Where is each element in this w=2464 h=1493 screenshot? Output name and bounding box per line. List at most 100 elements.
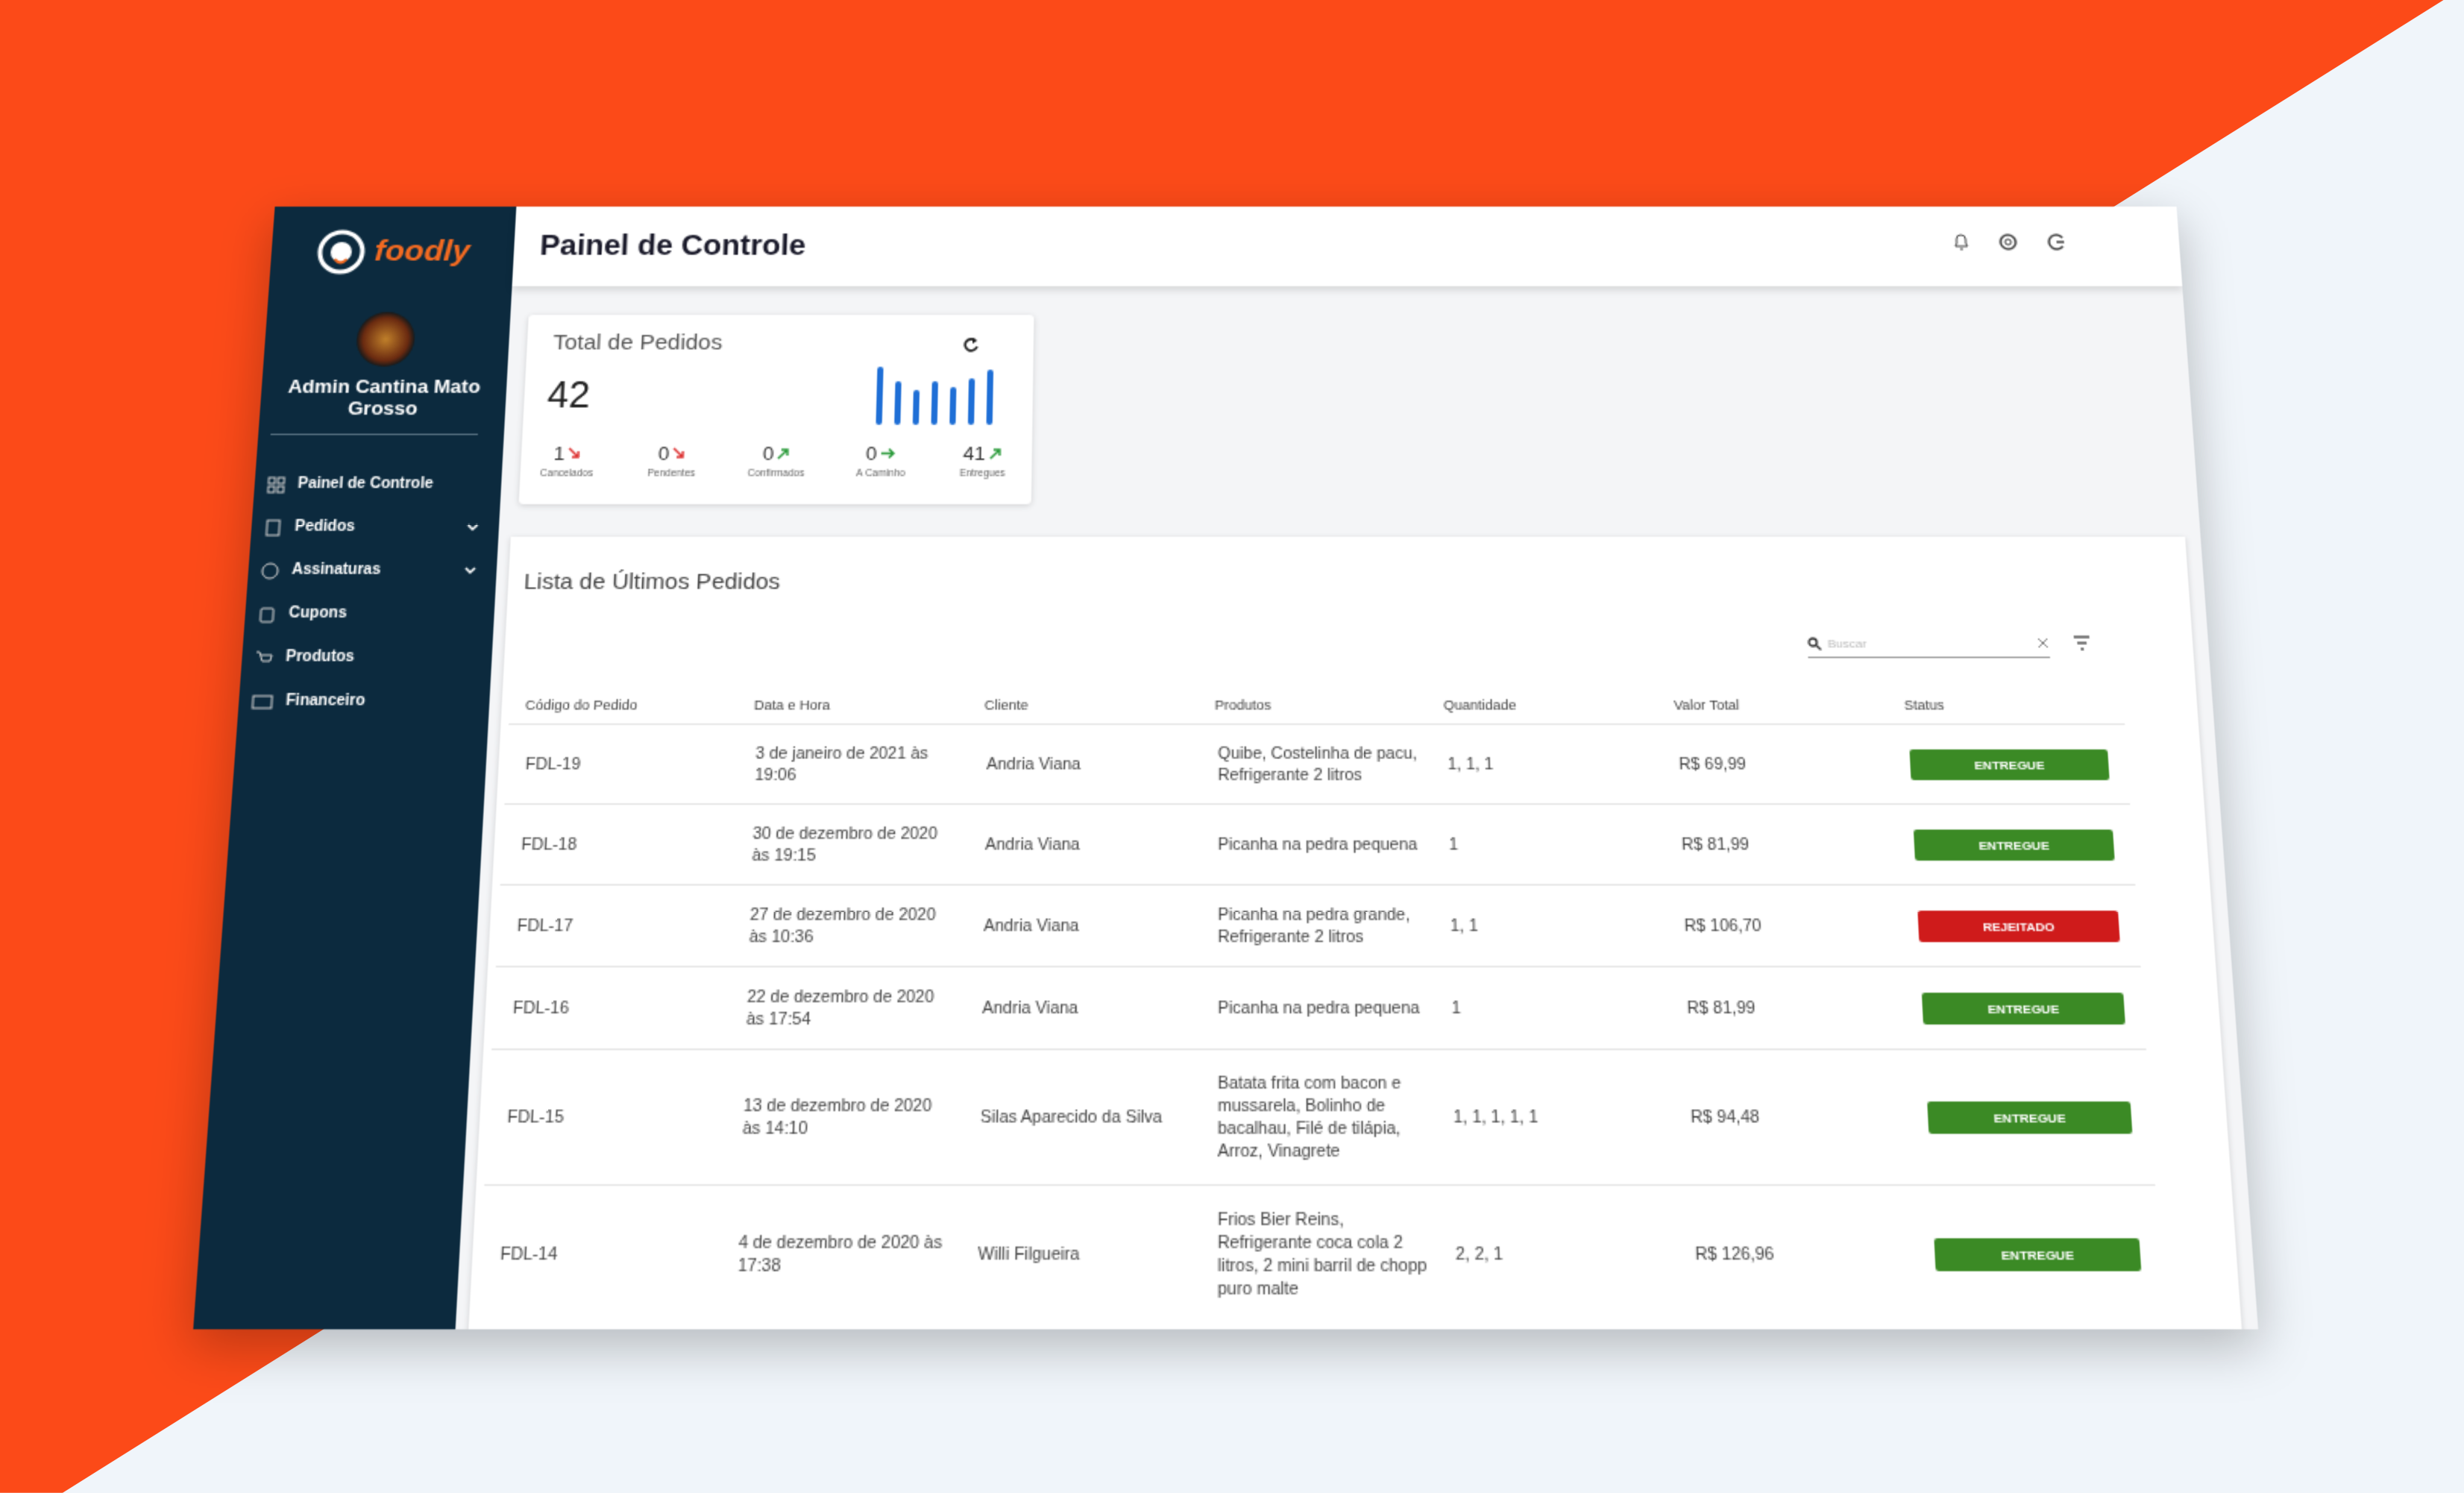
table-cell: R$ 81,99	[1686, 999, 1756, 1019]
table-cell: 1	[1451, 999, 1462, 1019]
stat-label: Cancelados	[539, 468, 594, 480]
table-cell: 4 de dezembro de 2020 às 17:38	[737, 1233, 943, 1277]
user-name: Admin Cantina Mato Grosso	[287, 375, 481, 419]
nav-label: Pedidos	[294, 518, 356, 535]
table-cell: Andria Viana	[981, 999, 1078, 1019]
table-cell: R$ 81,99	[1681, 835, 1750, 855]
table-cell: Willi Filgueira	[978, 1245, 1080, 1265]
stat-value: 0	[865, 442, 878, 465]
sidebar: foodly Admin Cantina Mato Grosso Painel …	[193, 207, 517, 1330]
table-cell: 1, 1, 1, 1, 1	[1453, 1107, 1539, 1128]
table-cell: R$ 94,48	[1690, 1107, 1760, 1128]
nav-item[interactable]: Cupons	[256, 592, 477, 635]
status-badge: ENTREGUE	[1927, 1101, 2133, 1134]
status-badge: ENTREGUE	[1921, 993, 2125, 1025]
table-cell: 1	[1448, 835, 1459, 855]
nav-label: Assinaturas	[291, 562, 382, 579]
status-badge: REJEITADO	[1917, 911, 2120, 943]
table-row: FDL-16 22 de dezembro de 2020 às 17:54 And…	[491, 966, 2146, 1051]
stat: 41 Entregues	[936, 442, 1029, 479]
summary-card: Total de Pedidos 42 1 Cancelados 0 Pendent…	[518, 315, 1034, 505]
column-header: Código do Pedido	[524, 697, 638, 713]
table-cell: Frios Bier Reins, Refrigerante coca cola…	[1217, 1210, 1427, 1300]
search-placeholder: Buscar	[1827, 636, 1867, 650]
table-cell: Picanha na pedra pequena	[1217, 999, 1420, 1019]
table-cell: Batata frita com bacon e mussarela, Boli…	[1217, 1074, 1401, 1162]
table-row: FDL-17 27 de dezembro de 2020 às 10:36 And…	[495, 884, 2141, 968]
table-cell: 1, 1	[1450, 917, 1479, 936]
stat: 0 Confirmados	[729, 442, 823, 479]
nav-item[interactable]: Painel de Controle	[265, 463, 484, 506]
stat-label: Entregues	[959, 468, 1005, 480]
logo: foodly	[315, 229, 471, 274]
stat-value: 0	[762, 442, 775, 465]
table-cell: Silas Aparecido da Silva	[980, 1107, 1163, 1128]
table-cell: Andria Viana	[984, 835, 1081, 855]
table-cell: 3 de janeiro de 2021 às 19:06	[754, 744, 928, 785]
table-cell: Andria Viana	[983, 917, 1080, 936]
table-cell: 2, 2, 1	[1455, 1245, 1503, 1265]
table-cell: 30 de dezembro de 2020 às 19:15	[751, 825, 938, 866]
table-row: FDL-14 4 de dezembro de 2020 às 17:38 Will…	[477, 1184, 2165, 1324]
mini-chart	[876, 366, 994, 425]
nav-item[interactable]: Financeiro	[250, 679, 472, 723]
status-badge: ENTREGUE	[1909, 749, 2110, 781]
nav-item[interactable]: Pedidos	[263, 506, 482, 549]
table-cell: 13 de dezembro de 2020 às 14:10	[742, 1096, 932, 1139]
logout-icon[interactable]	[2046, 232, 2068, 252]
nav: Painel de Controle Pedidos Assinaturas C…	[250, 463, 484, 723]
logo-text: foodly	[373, 235, 471, 268]
table-row: FDL-15 13 de dezembro de 2020 às 14:10 Sil…	[484, 1048, 2156, 1186]
search-field[interactable]: Buscar	[1806, 629, 2050, 659]
table-cell: Picanha na pedra pequena	[1217, 835, 1418, 855]
settings-icon[interactable]	[1997, 232, 2020, 252]
table-cell: 27 de dezembro de 2020 às 10:36	[749, 905, 937, 947]
stat-value: 0	[657, 442, 670, 465]
nav-label: Cupons	[288, 605, 348, 622]
table-cell: FDL-17	[516, 917, 573, 936]
stat: 1 Cancelados	[520, 442, 614, 479]
filter-icon[interactable]	[2072, 635, 2092, 650]
card-title: Total de Pedidos	[552, 330, 723, 356]
header: Painel de Controle	[512, 207, 2183, 286]
table-cell: 1, 1, 1	[1447, 755, 1494, 774]
table-cell: FDL-19	[524, 755, 581, 774]
table-cell: FDL-16	[512, 999, 570, 1019]
avatar	[354, 312, 417, 367]
table-cell: R$ 69,99	[1678, 755, 1747, 774]
nav-label: Painel de Controle	[297, 476, 434, 493]
stat-value: 41	[963, 442, 986, 465]
stat: 0 A Caminho	[835, 442, 928, 479]
page-title: Painel de Controle	[538, 230, 807, 263]
status-badge: ENTREGUE	[1913, 829, 2115, 861]
column-header: Data e Hora	[753, 697, 831, 713]
stat-label: Confirmados	[747, 468, 805, 480]
nav-item[interactable]: Assinaturas	[260, 549, 480, 592]
stat-value: 1	[553, 442, 565, 465]
column-header: Valor Total	[1673, 697, 1740, 713]
column-header: Cliente	[984, 697, 1028, 713]
logo-icon	[315, 229, 367, 274]
stat-label: A Caminho	[855, 468, 905, 480]
orders-panel: Lista de Últimos Pedidos Buscar Código d…	[467, 536, 2244, 1330]
table-cell: FDL-14	[500, 1245, 558, 1265]
nav-label: Financeiro	[285, 693, 366, 710]
table-cell: Andria Viana	[986, 755, 1081, 774]
notifications-icon[interactable]	[1952, 232, 1971, 252]
dashboard: foodly Admin Cantina Mato Grosso Painel …	[193, 207, 2259, 1330]
table-row: FDL-18 30 de dezembro de 2020 às 19:15 And…	[500, 803, 2136, 886]
nav-item[interactable]: Produtos	[253, 635, 474, 679]
column-header: Produtos	[1214, 697, 1272, 713]
stat-label: Pendentes	[647, 468, 696, 480]
divider	[270, 433, 478, 436]
table-cell: R$ 106,70	[1684, 917, 1762, 936]
total-orders: 42	[546, 375, 591, 416]
refresh-icon[interactable]	[960, 335, 981, 355]
table-cell: Quibe, Costelinha de pacu, Refrigerante …	[1217, 744, 1418, 785]
nav-label: Produtos	[285, 649, 355, 666]
status-badge: ENTREGUE	[1934, 1238, 2142, 1272]
table-title: Lista de Últimos Pedidos	[523, 569, 781, 595]
table-cell: FDL-15	[506, 1107, 565, 1128]
table-cell: FDL-18	[521, 835, 577, 855]
column-header: Quantidade	[1443, 697, 1517, 713]
